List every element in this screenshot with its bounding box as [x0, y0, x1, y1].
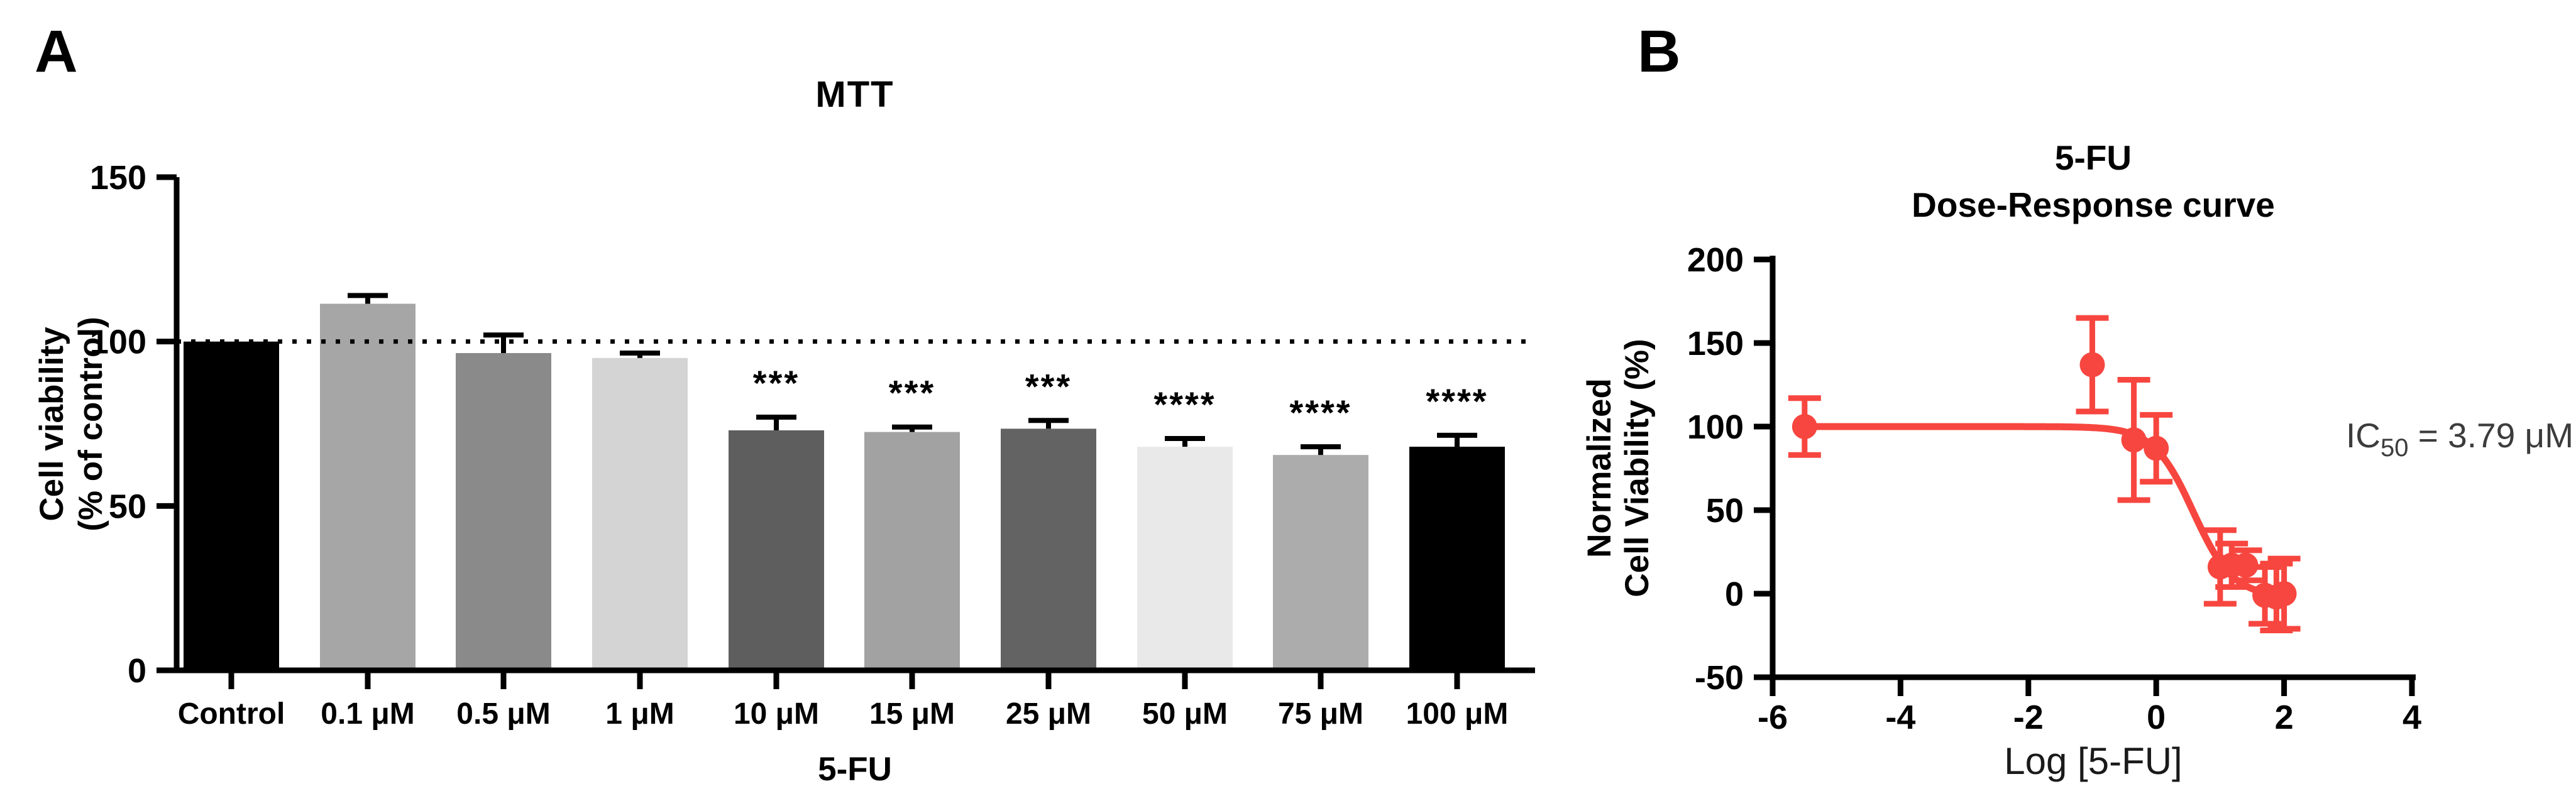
ic50-prefix: IC: [2346, 416, 2381, 455]
significance-label: ****: [1289, 393, 1351, 432]
bar-10 μM: [729, 430, 824, 670]
x-tick-label: 0: [2147, 699, 2166, 736]
significance-label: ***: [753, 363, 800, 403]
data-point: [2121, 427, 2147, 453]
y-tick-label: 50: [109, 488, 146, 525]
significance-label: ****: [1153, 384, 1216, 424]
y-axis-title-line2: (% of control): [72, 317, 109, 531]
dose-response-chart: 5-FU Dose-Response curve -50 0 50 100 150 200 -6…: [1581, 138, 2573, 782]
significance-label: ***: [1025, 366, 1072, 406]
x-category-label: 25 μM: [1006, 697, 1091, 731]
y-axis-title-line2: Cell Viability (%): [1619, 339, 1656, 597]
y-tick-label: 50: [1706, 492, 1744, 530]
bar-50 μM: [1137, 447, 1233, 670]
y-tick-label: 100: [90, 324, 146, 361]
x-axis-title: 5-FU: [818, 751, 892, 788]
x-category-label: 1 μM: [605, 697, 674, 731]
bar-100 μM: [1409, 447, 1505, 670]
significance-label: ***: [889, 373, 935, 413]
x-category-label: 50 μM: [1142, 697, 1228, 731]
panel-a-label: A: [35, 18, 78, 85]
data-point: [2233, 552, 2259, 578]
data-point: [2144, 435, 2169, 461]
data-point: [1792, 414, 1817, 439]
y-tick-label: 0: [1725, 575, 1744, 613]
panel-b-label: B: [1638, 18, 1681, 85]
x-axis-title: Log [5-FU]: [2004, 740, 2182, 782]
x-category-label: 0.1 μM: [321, 697, 414, 731]
dose-response-curve: [1804, 423, 2285, 599]
chart-b-title-line2: Dose-Response curve: [1912, 185, 2275, 224]
y-tick-label: 0: [128, 652, 146, 690]
y-axis-title-line1: Cell viability: [33, 327, 70, 521]
ic50-value: = 3.79 μM: [2409, 416, 2574, 455]
x-tick-label: 4: [2403, 699, 2421, 736]
chart-b-title-line1: 5-FU: [2055, 138, 2132, 177]
x-category-label: 0.5 μM: [456, 697, 550, 731]
bar-1 μM: [592, 357, 688, 670]
bar-25 μM: [1001, 428, 1096, 670]
chart-a-title: MTT: [815, 74, 894, 115]
x-category-label: 75 μM: [1278, 697, 1363, 731]
data-point: [2079, 352, 2105, 378]
bar-0.1 μM: [320, 303, 416, 670]
x-category-label: 15 μM: [869, 697, 955, 731]
y-tick-label: 100: [1687, 408, 1744, 446]
bar-Control: [184, 341, 279, 670]
x-category-label: 100 μM: [1406, 697, 1509, 731]
y-tick-label: 200: [1687, 241, 1744, 279]
y-tick-label: 150: [1687, 325, 1744, 362]
x-tick-label: -2: [2013, 699, 2044, 736]
y-tick-label: 150: [90, 159, 146, 197]
mtt-bar-chart: MTT Control 0.1 μM 0.5 μM 1 μM 10 μM *** 15 μM *…: [33, 74, 1535, 788]
x-tick-label: 2: [2275, 699, 2294, 736]
ic50-annotation: IC50 = 3.79 μM: [2346, 416, 2573, 462]
y-tick-label: -50: [1695, 659, 1744, 697]
x-category-label: 10 μM: [734, 697, 819, 731]
bar-0.5 μM: [456, 353, 551, 670]
significance-label: ****: [1426, 381, 1488, 421]
ic50-subscript: 50: [2381, 434, 2409, 462]
bar-75 μM: [1273, 455, 1368, 670]
y-axis-title-line1: Normalized: [1581, 378, 1618, 558]
data-point: [2271, 581, 2297, 606]
x-tick-label: -6: [1758, 699, 1788, 736]
x-tick-label: -4: [1885, 699, 1915, 736]
bar-15 μM: [864, 432, 960, 670]
x-category-label: Control: [178, 697, 285, 731]
